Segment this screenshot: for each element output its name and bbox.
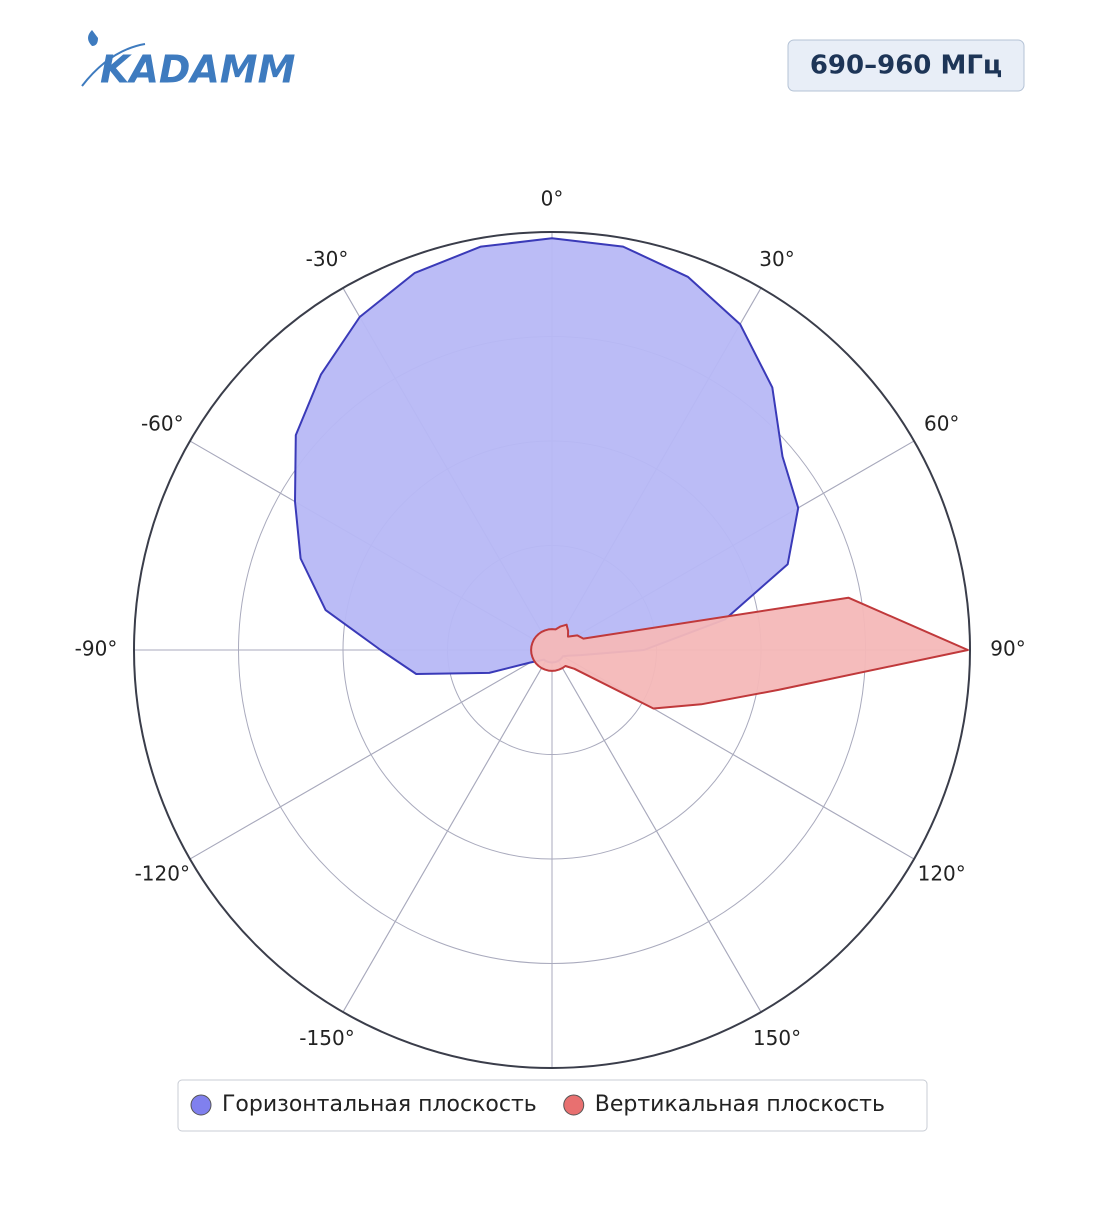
- legend-label: Вертикальная плоскость: [595, 1092, 885, 1117]
- angular-tick-label: -90°: [75, 637, 118, 661]
- angular-tick-label: 30°: [759, 247, 794, 271]
- badge-box: [787, 39, 1025, 92]
- angular-tick-label: -30°: [306, 247, 349, 271]
- legend-box: [177, 1079, 928, 1132]
- badge: 690–960 МГц: [810, 51, 1002, 81]
- legend-marker: [190, 1094, 212, 1116]
- pattern-area: [530, 596, 969, 710]
- angular-tick-label: -120°: [135, 862, 190, 886]
- logo: KADAMM: [81, 30, 296, 92]
- outer-ring: [133, 231, 971, 1069]
- legend-marker: [563, 1094, 585, 1116]
- legend: Горизонтальная плоскость Вертикальная пло…: [190, 1092, 885, 1117]
- angular-tick-label: 0°: [541, 187, 564, 211]
- angular-tick-label: 60°: [924, 412, 959, 436]
- angular-tick-label: -150°: [299, 1026, 354, 1050]
- pattern-area: [294, 237, 800, 675]
- legend-label: Горизонтальная плоскость: [222, 1092, 537, 1117]
- angular-tick-label: 150°: [753, 1026, 801, 1050]
- polar-plot: 0° 30° 60° 90° 120° 150° -150° -120° -90° -60° -30…: [75, 187, 1026, 1069]
- logo-icon: [88, 30, 98, 46]
- angular-tick-label: -60°: [141, 412, 184, 436]
- logo-text: KADAMM: [100, 48, 296, 92]
- logo-swoosh: [81, 43, 146, 87]
- angular-tick-label: 120°: [918, 862, 966, 886]
- angular-tick-label: 90°: [990, 637, 1025, 661]
